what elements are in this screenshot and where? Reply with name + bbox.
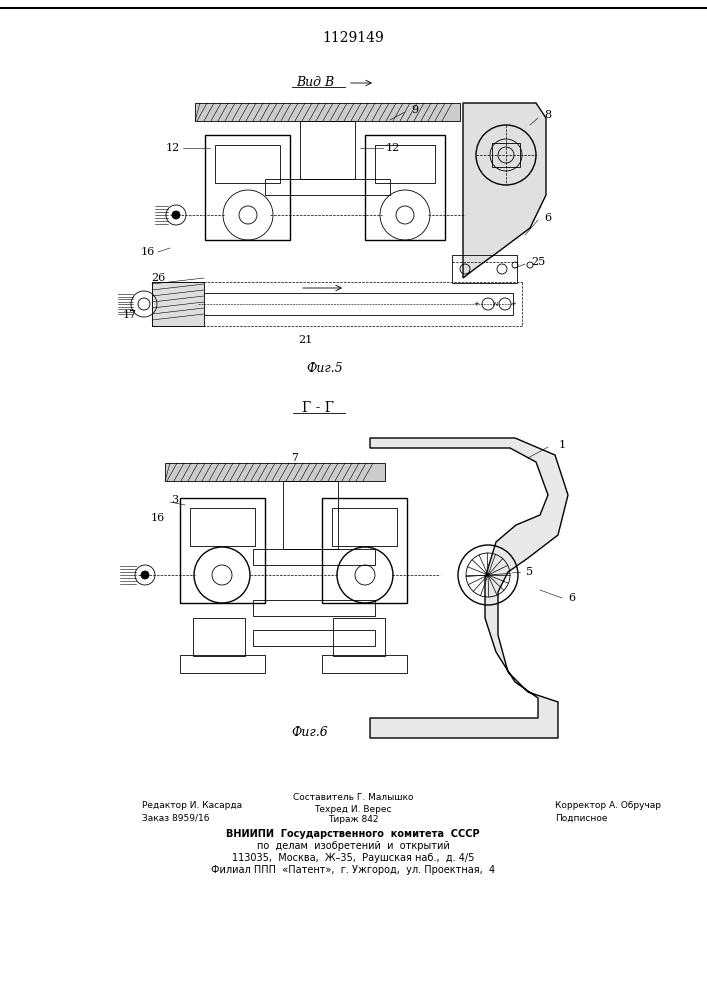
- Text: 3: 3: [171, 495, 179, 505]
- Text: 113035,  Москва,  Ж–35,  Раушская наб.,  д. 4/5: 113035, Москва, Ж–35, Раушская наб., д. …: [232, 853, 474, 863]
- Text: 9: 9: [411, 105, 419, 115]
- Text: 7: 7: [291, 453, 298, 463]
- Bar: [215, 145, 280, 183]
- Text: Вид В: Вид В: [296, 77, 334, 90]
- Bar: [165, 463, 385, 481]
- Text: Подписное: Подписное: [555, 814, 607, 822]
- Bar: [365, 135, 445, 240]
- Bar: [283, 481, 338, 549]
- Text: Техред И. Верес: Техред И. Верес: [314, 804, 392, 814]
- Text: по  делам  изобретений  и  открытий: по делам изобретений и открытий: [257, 841, 450, 851]
- Bar: [375, 145, 435, 183]
- Bar: [198, 293, 513, 315]
- Text: 1: 1: [559, 440, 566, 450]
- Text: Тираж 842: Тираж 842: [328, 816, 378, 824]
- Bar: [195, 103, 460, 121]
- Bar: [492, 143, 520, 167]
- Text: 5: 5: [527, 567, 534, 577]
- Text: 17: 17: [123, 310, 137, 320]
- Text: Составитель Г. Малышко: Составитель Г. Малышко: [293, 794, 414, 802]
- Text: 8: 8: [544, 110, 551, 120]
- Text: 26: 26: [151, 273, 165, 283]
- Bar: [180, 655, 265, 673]
- Text: Фиг.5: Фиг.5: [307, 361, 344, 374]
- Text: ВНИИПИ  Государственного  комитета  СССР: ВНИИПИ Государственного комитета СССР: [226, 829, 480, 839]
- Bar: [452, 255, 517, 283]
- Bar: [333, 618, 385, 656]
- Bar: [205, 135, 290, 240]
- Bar: [300, 121, 355, 179]
- Text: 21: 21: [298, 335, 312, 345]
- Polygon shape: [463, 103, 546, 278]
- Bar: [253, 549, 375, 565]
- Text: 12: 12: [386, 143, 400, 153]
- Text: N: N: [494, 302, 498, 306]
- Text: 12: 12: [166, 143, 180, 153]
- Text: 16: 16: [151, 513, 165, 523]
- Bar: [190, 508, 255, 546]
- Text: 6: 6: [568, 593, 575, 603]
- Circle shape: [172, 211, 180, 219]
- Bar: [322, 498, 407, 603]
- Bar: [265, 179, 390, 195]
- Circle shape: [141, 571, 149, 579]
- Bar: [332, 508, 397, 546]
- Polygon shape: [370, 438, 568, 738]
- Text: +: +: [473, 301, 479, 307]
- Text: +: +: [510, 301, 516, 307]
- Text: Корректор А. Обручар: Корректор А. Обручар: [555, 802, 661, 810]
- Bar: [152, 282, 204, 326]
- Bar: [322, 655, 407, 673]
- Text: 16: 16: [141, 247, 155, 257]
- Bar: [193, 618, 245, 656]
- Text: Г - Г: Г - Г: [302, 401, 334, 415]
- Text: 25: 25: [531, 257, 545, 267]
- Text: Фиг.6: Фиг.6: [291, 726, 328, 738]
- Bar: [253, 630, 375, 646]
- Bar: [180, 498, 265, 603]
- Text: Филиал ППП  «Патент»,  г. Ужгород,  ул. Проектная,  4: Филиал ППП «Патент», г. Ужгород, ул. Про…: [211, 865, 495, 875]
- Text: 6: 6: [544, 213, 551, 223]
- Bar: [253, 600, 375, 616]
- Text: 1129149: 1129149: [322, 31, 384, 45]
- Text: Редактор И. Касарда: Редактор И. Касарда: [142, 802, 242, 810]
- Text: Заказ 8959/16: Заказ 8959/16: [142, 814, 209, 822]
